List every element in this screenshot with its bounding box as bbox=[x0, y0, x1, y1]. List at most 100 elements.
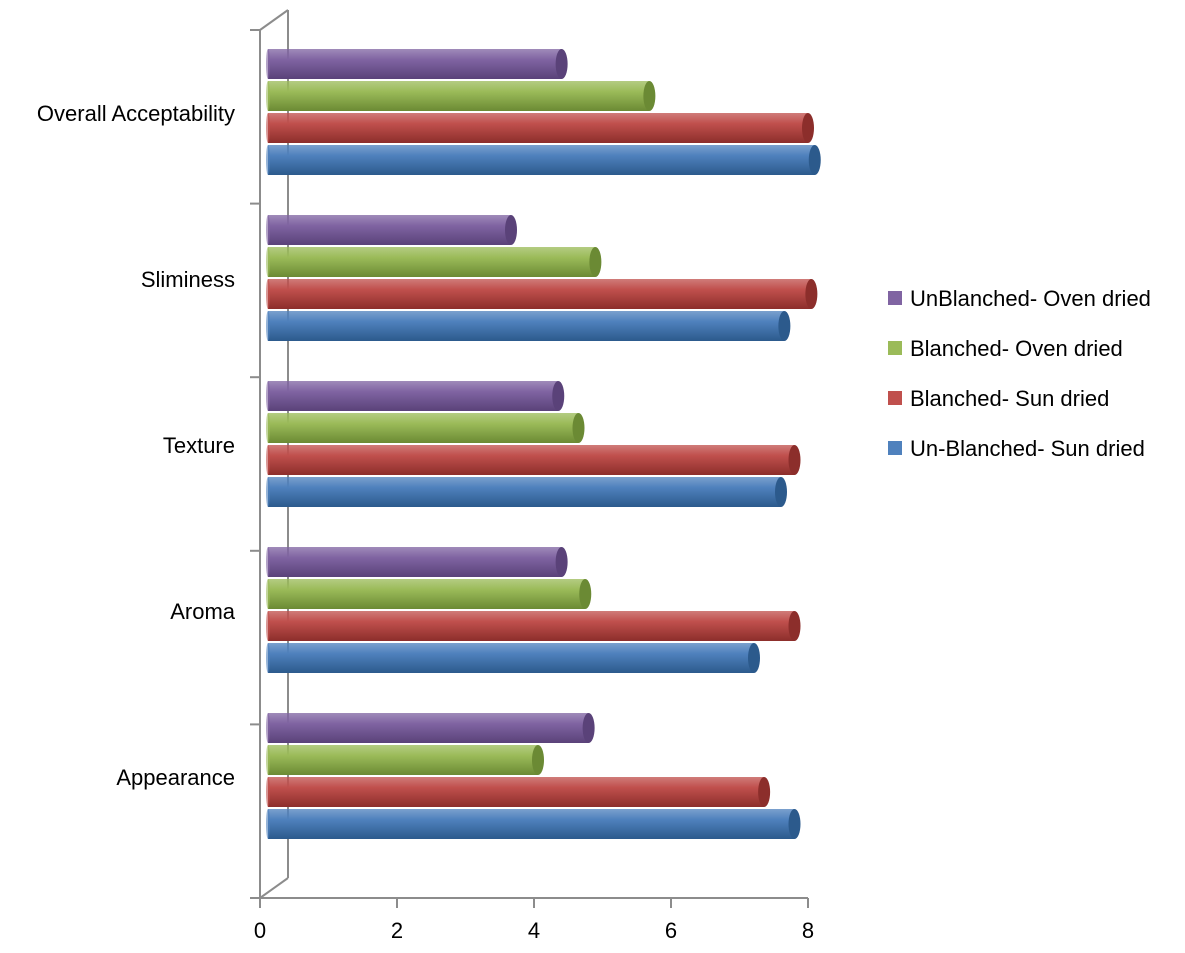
bar-body bbox=[268, 445, 795, 475]
bar-cap bbox=[582, 713, 595, 743]
bar-blanched-oven-dried-appearance bbox=[266, 745, 544, 775]
bar-cap bbox=[552, 381, 565, 411]
legend-label: Un-Blanched- Sun dried bbox=[910, 436, 1145, 461]
bar-cap bbox=[572, 413, 585, 443]
bar-cap bbox=[788, 445, 801, 475]
legend-label: UnBlanched- Oven dried bbox=[910, 286, 1151, 311]
bar-base bbox=[266, 215, 270, 245]
bar-base bbox=[266, 777, 270, 807]
legend-swatch bbox=[888, 341, 902, 355]
bar-body bbox=[268, 215, 511, 245]
bar-base bbox=[266, 311, 270, 341]
category-label-texture: Texture bbox=[163, 433, 235, 458]
x-tick-label: 6 bbox=[665, 918, 677, 943]
bar-cap bbox=[555, 49, 568, 79]
legend-label: Blanched- Sun dried bbox=[910, 386, 1109, 411]
bar-unblanched-oven-dried-sliminess bbox=[266, 215, 517, 245]
x-tick-label: 0 bbox=[254, 918, 266, 943]
bar-body bbox=[268, 311, 785, 341]
bar-base bbox=[266, 477, 270, 507]
bar-unblanched-oven-dried-appearance bbox=[266, 713, 595, 743]
axis-labels: 0 2 4 6 8 Appearance Aroma Texture Sliminess Over… bbox=[37, 101, 814, 943]
bar-body bbox=[268, 113, 808, 143]
bar-cap bbox=[589, 247, 602, 277]
bar-blanched-sun-dried-texture bbox=[266, 445, 801, 475]
bar-body bbox=[268, 279, 812, 309]
bar-un-blanched-sun-dried-sliminess bbox=[266, 311, 791, 341]
bar-base bbox=[266, 81, 270, 111]
bar-base bbox=[266, 145, 270, 175]
legend: UnBlanched- Oven dried Blanched- Oven dri… bbox=[888, 286, 1151, 461]
legend-label: Blanched- Oven dried bbox=[910, 336, 1123, 361]
floor-edge bbox=[259, 877, 289, 899]
bar-blanched-oven-dried-overall-acceptability bbox=[266, 81, 656, 111]
bar-cap bbox=[788, 809, 801, 839]
bar-body bbox=[268, 247, 596, 277]
bar-cap bbox=[643, 81, 656, 111]
bar-body bbox=[268, 81, 650, 111]
bar-base bbox=[266, 745, 270, 775]
bar-body bbox=[268, 381, 559, 411]
bar-body bbox=[268, 777, 765, 807]
bar-blanched-oven-dried-sliminess bbox=[266, 247, 602, 277]
bar-body bbox=[268, 547, 562, 577]
bar-cap bbox=[579, 579, 592, 609]
x-tick-label: 2 bbox=[391, 918, 403, 943]
bar-cap bbox=[775, 477, 787, 507]
bar-un-blanched-sun-dried-overall-acceptability bbox=[266, 145, 821, 175]
bar-base bbox=[266, 247, 270, 277]
bar-base bbox=[266, 547, 270, 577]
bar-un-blanched-sun-dried-appearance bbox=[266, 809, 801, 839]
legend-item-blanched-oven-dried: Blanched- Oven dried bbox=[888, 336, 1123, 361]
bar-un-blanched-sun-dried-aroma bbox=[266, 643, 760, 673]
bar-cap bbox=[532, 745, 544, 775]
top-wall-edge bbox=[259, 9, 289, 31]
bar-blanched-oven-dried-texture bbox=[266, 413, 585, 443]
bar-unblanched-oven-dried-aroma bbox=[266, 547, 568, 577]
bar-cap bbox=[748, 643, 760, 673]
bar-body bbox=[268, 413, 579, 443]
bar-cap bbox=[808, 145, 821, 175]
legend-swatch bbox=[888, 291, 902, 305]
bar-unblanched-oven-dried-texture bbox=[266, 381, 565, 411]
bar-cap bbox=[805, 279, 818, 309]
category-label-appearance: Appearance bbox=[116, 765, 235, 790]
bar-cap bbox=[778, 311, 791, 341]
legend-item-unblanched-oven-dried: UnBlanched- Oven dried bbox=[888, 286, 1151, 311]
bar-base bbox=[266, 445, 270, 475]
bar-cap bbox=[505, 215, 517, 245]
bar-base bbox=[266, 713, 270, 743]
bar-un-blanched-sun-dried-texture bbox=[266, 477, 787, 507]
legend-swatch bbox=[888, 391, 902, 405]
bar-body bbox=[268, 809, 795, 839]
category-label-aroma: Aroma bbox=[170, 599, 236, 624]
bar-unblanched-oven-dried-overall-acceptability bbox=[266, 49, 568, 79]
bar-body bbox=[268, 713, 589, 743]
bar-blanched-oven-dried-aroma bbox=[266, 579, 592, 609]
bar-base bbox=[266, 579, 270, 609]
bar-blanched-sun-dried-sliminess bbox=[266, 279, 818, 309]
bar-body bbox=[268, 579, 586, 609]
bar-base bbox=[266, 643, 270, 673]
bar-blanched-sun-dried-overall-acceptability bbox=[266, 113, 814, 143]
legend-swatch bbox=[888, 441, 902, 455]
bar-base bbox=[266, 113, 270, 143]
bar-base bbox=[266, 381, 270, 411]
bar-base bbox=[266, 809, 270, 839]
bar-blanched-sun-dried-aroma bbox=[266, 611, 801, 641]
bar-blanched-sun-dried-appearance bbox=[266, 777, 771, 807]
category-label-sliminess: Sliminess bbox=[141, 267, 235, 292]
bar-body bbox=[268, 49, 562, 79]
bar-cap bbox=[788, 611, 801, 641]
x-tick-label: 4 bbox=[528, 918, 540, 943]
bar-cap bbox=[758, 777, 771, 807]
bar-body bbox=[268, 643, 754, 673]
bar-body bbox=[268, 745, 538, 775]
bar-cap bbox=[555, 547, 568, 577]
bar-body bbox=[268, 477, 781, 507]
bar-base bbox=[266, 49, 270, 79]
bar-base bbox=[266, 279, 270, 309]
legend-item-un-blanched-sun-dried: Un-Blanched- Sun dried bbox=[888, 436, 1145, 461]
bar-body bbox=[268, 145, 815, 175]
